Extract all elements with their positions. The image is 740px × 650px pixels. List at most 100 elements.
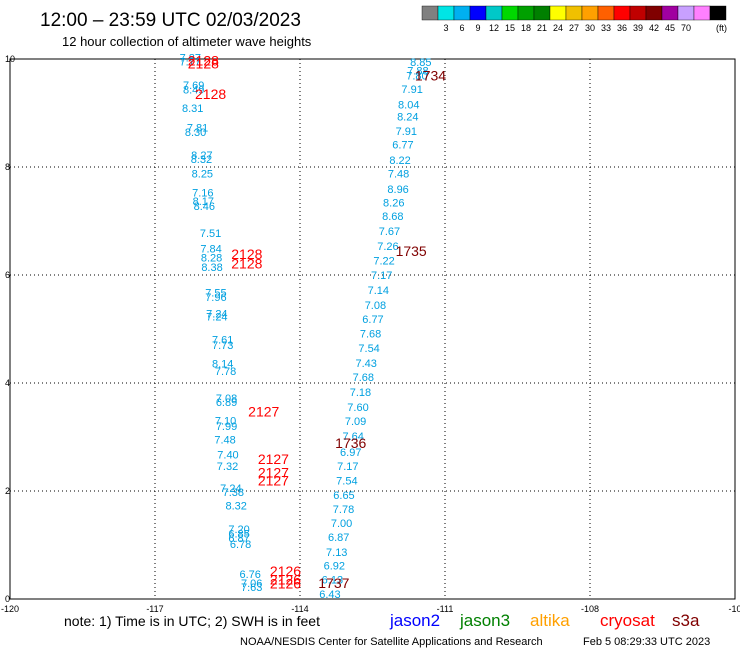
swh-value: 8.04 [398, 100, 419, 112]
swh-value: 7.88 [407, 66, 428, 78]
swh-value: 7.17 [337, 461, 358, 473]
swh-value: 7.08 [216, 393, 237, 405]
y-tick-label: 2 [5, 486, 10, 496]
track-label: 2126 [270, 576, 301, 592]
swh-value: 8.25 [192, 168, 213, 180]
swh-value: 6.85 [228, 528, 249, 540]
colorbar-tick-label: 9 [475, 23, 480, 33]
colorbar-swatch [709, 5, 727, 21]
grid-lines [10, 59, 735, 599]
colorbar-tick-label: 45 [665, 23, 675, 33]
swh-value: 6.78 [230, 539, 251, 551]
swh-value: 6.76 [240, 569, 261, 581]
swh-value: 8.68 [382, 211, 403, 223]
x-axis-ticks: -120 -117 -114 -111 -108 -10 [1, 604, 740, 614]
swh-value: 7.68 [353, 372, 374, 384]
colorbar-tick-label: 30 [585, 23, 595, 33]
y-tick-label: 0 [5, 594, 10, 604]
swh-value: 7.18 [350, 387, 371, 399]
swh-value: 7.00 [331, 518, 352, 530]
swh-value: 7.24 [206, 309, 227, 321]
swh-value: 7.81 [187, 122, 208, 134]
swh-value: 7.54 [336, 476, 357, 488]
swh-value: 7.22 [373, 256, 394, 268]
colorbar-swatch [677, 5, 695, 21]
footer-note: note: 1) Time is in UTC; 2) SWH is in fe… [64, 613, 320, 629]
swh-value: 7.24 [206, 311, 227, 323]
x-tick-label: -120 [1, 604, 19, 614]
footer-timestamp: Feb 5 08:29:33 UTC 2023 [583, 636, 710, 648]
swh-value: 6.43 [319, 589, 340, 601]
swh-value: 6.92 [324, 560, 345, 572]
colorbar-tick-label: 15 [505, 23, 515, 33]
track-label: 2128 [195, 86, 226, 102]
colorbar-tick-label: 21 [537, 23, 547, 33]
legend-s3a: s3a [672, 611, 700, 630]
track-label: 2128 [231, 256, 262, 272]
colorbar-tick-label: 33 [601, 23, 611, 33]
legend-altika: altika [530, 611, 570, 630]
x-tick-label: -10 [728, 604, 740, 614]
swh-value: 8.32 [225, 500, 246, 512]
colorbar-swatch [421, 5, 439, 21]
swh-value: 7.24 [220, 483, 241, 495]
swh-value: 8.30 [185, 127, 206, 139]
swh-value: 8.32 [191, 154, 212, 166]
swh-value: 6.87 [228, 533, 249, 545]
track-label: 2128 [231, 246, 262, 262]
swh-value: 7.96 [205, 292, 226, 304]
colorbar-swatch [645, 5, 663, 21]
colorbar-swatch [453, 5, 471, 21]
colorbar-tick-label: 39 [633, 23, 643, 33]
swh-value: 7.78 [215, 366, 236, 378]
swh-value: 7.77 [180, 56, 201, 68]
swh-value: 7.10 [215, 416, 236, 428]
colorbar-swatch [629, 5, 647, 21]
swh-value: 7.84 [200, 243, 221, 255]
colorbar-swatch [597, 5, 615, 21]
swh-value: 7.48 [388, 168, 409, 180]
colorbar-tick-label: 70 [681, 23, 691, 33]
chart-title: 12:00 – 23:59 UTC 02/03/2023 [40, 10, 301, 31]
colorbar-tick-label: 36 [617, 23, 627, 33]
colorbar-swatch [613, 5, 631, 21]
colorbar-unit: (ft) [716, 23, 727, 33]
track-label: 2126 [270, 571, 301, 587]
swh-value: 8.28 [201, 253, 222, 265]
swh-value: 7.08 [365, 300, 386, 312]
track-label: 1735 [396, 243, 427, 259]
colorbar-swatch [661, 5, 679, 21]
swh-value: 7.68 [360, 329, 381, 341]
colorbar-swatch [565, 5, 583, 21]
swh-values: 8.857.887.807.918.048.247.916.778.227.48… [180, 53, 432, 601]
swh-value: 7.51 [200, 228, 221, 240]
colorbar-tick-label: 3 [443, 23, 448, 33]
track-label: 2126 [270, 563, 301, 579]
track-labels: 1734173517361737212821282128212821282127… [188, 52, 447, 591]
colorbar-swatch [517, 5, 535, 21]
swh-value: 6.89 [216, 397, 237, 409]
colorbar-tick-label: 27 [569, 23, 579, 33]
track-label: 2127 [258, 473, 289, 489]
track-label: 2127 [258, 465, 289, 481]
y-tick-label: 4 [5, 378, 10, 388]
track-label: 2127 [248, 403, 279, 419]
x-tick-label: -111 [437, 604, 454, 614]
swh-value: 7.64 [342, 431, 363, 443]
colorbar-swatch [437, 5, 455, 21]
y-tick-label: 6 [5, 270, 10, 280]
swh-value: 7.61 [212, 335, 233, 347]
track-label: 2127 [258, 451, 289, 467]
swh-value: 8.24 [397, 112, 418, 124]
swh-value: 8.96 [387, 184, 408, 196]
swh-value: 6.97 [340, 447, 361, 459]
swh-value: 6.65 [333, 490, 354, 502]
colorbar-tick-label: 24 [553, 23, 563, 33]
y-axis-ticks: 0 2 4 6 8 10 [5, 54, 15, 604]
swh-value: 7.78 [333, 504, 354, 516]
color-scale-bar: 3 6 9 12 15 18 21 24 27 30 33 36 39 42 45 70 (ft) [421, 5, 727, 33]
swh-value: 7.20 [228, 524, 249, 536]
track-label: 2128 [188, 52, 219, 68]
swh-value: 7.91 [401, 84, 422, 96]
colorbar-swatch [549, 5, 567, 21]
